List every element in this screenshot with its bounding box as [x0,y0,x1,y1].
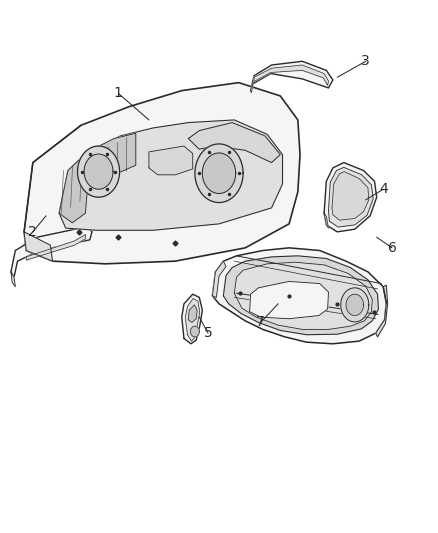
Text: 6: 6 [388,241,396,255]
Text: 1: 1 [114,86,123,100]
Polygon shape [188,305,197,322]
Polygon shape [234,262,372,329]
Polygon shape [251,84,253,93]
Polygon shape [376,285,388,337]
Polygon shape [202,153,236,193]
Polygon shape [254,65,328,85]
Polygon shape [324,163,377,232]
Text: 5: 5 [204,326,212,340]
Polygon shape [24,83,300,264]
Polygon shape [84,154,113,189]
Polygon shape [24,232,53,261]
Text: 4: 4 [379,182,388,196]
Polygon shape [182,294,202,344]
Text: 7: 7 [256,316,265,329]
Polygon shape [59,120,283,230]
Polygon shape [191,326,199,337]
Text: 2: 2 [28,225,37,239]
Polygon shape [250,281,328,319]
Polygon shape [188,123,280,163]
Polygon shape [149,146,193,175]
Polygon shape [212,261,226,297]
Polygon shape [341,288,369,322]
Polygon shape [26,235,85,260]
Polygon shape [332,172,369,220]
Polygon shape [11,272,15,287]
Polygon shape [78,146,120,197]
Polygon shape [324,213,328,228]
Polygon shape [328,167,373,227]
Polygon shape [212,248,386,344]
Text: 3: 3 [361,54,370,68]
Polygon shape [185,298,200,341]
Polygon shape [59,133,136,223]
Polygon shape [195,144,243,203]
Polygon shape [223,256,378,335]
Polygon shape [346,294,364,316]
Polygon shape [251,61,333,91]
Polygon shape [11,227,92,277]
